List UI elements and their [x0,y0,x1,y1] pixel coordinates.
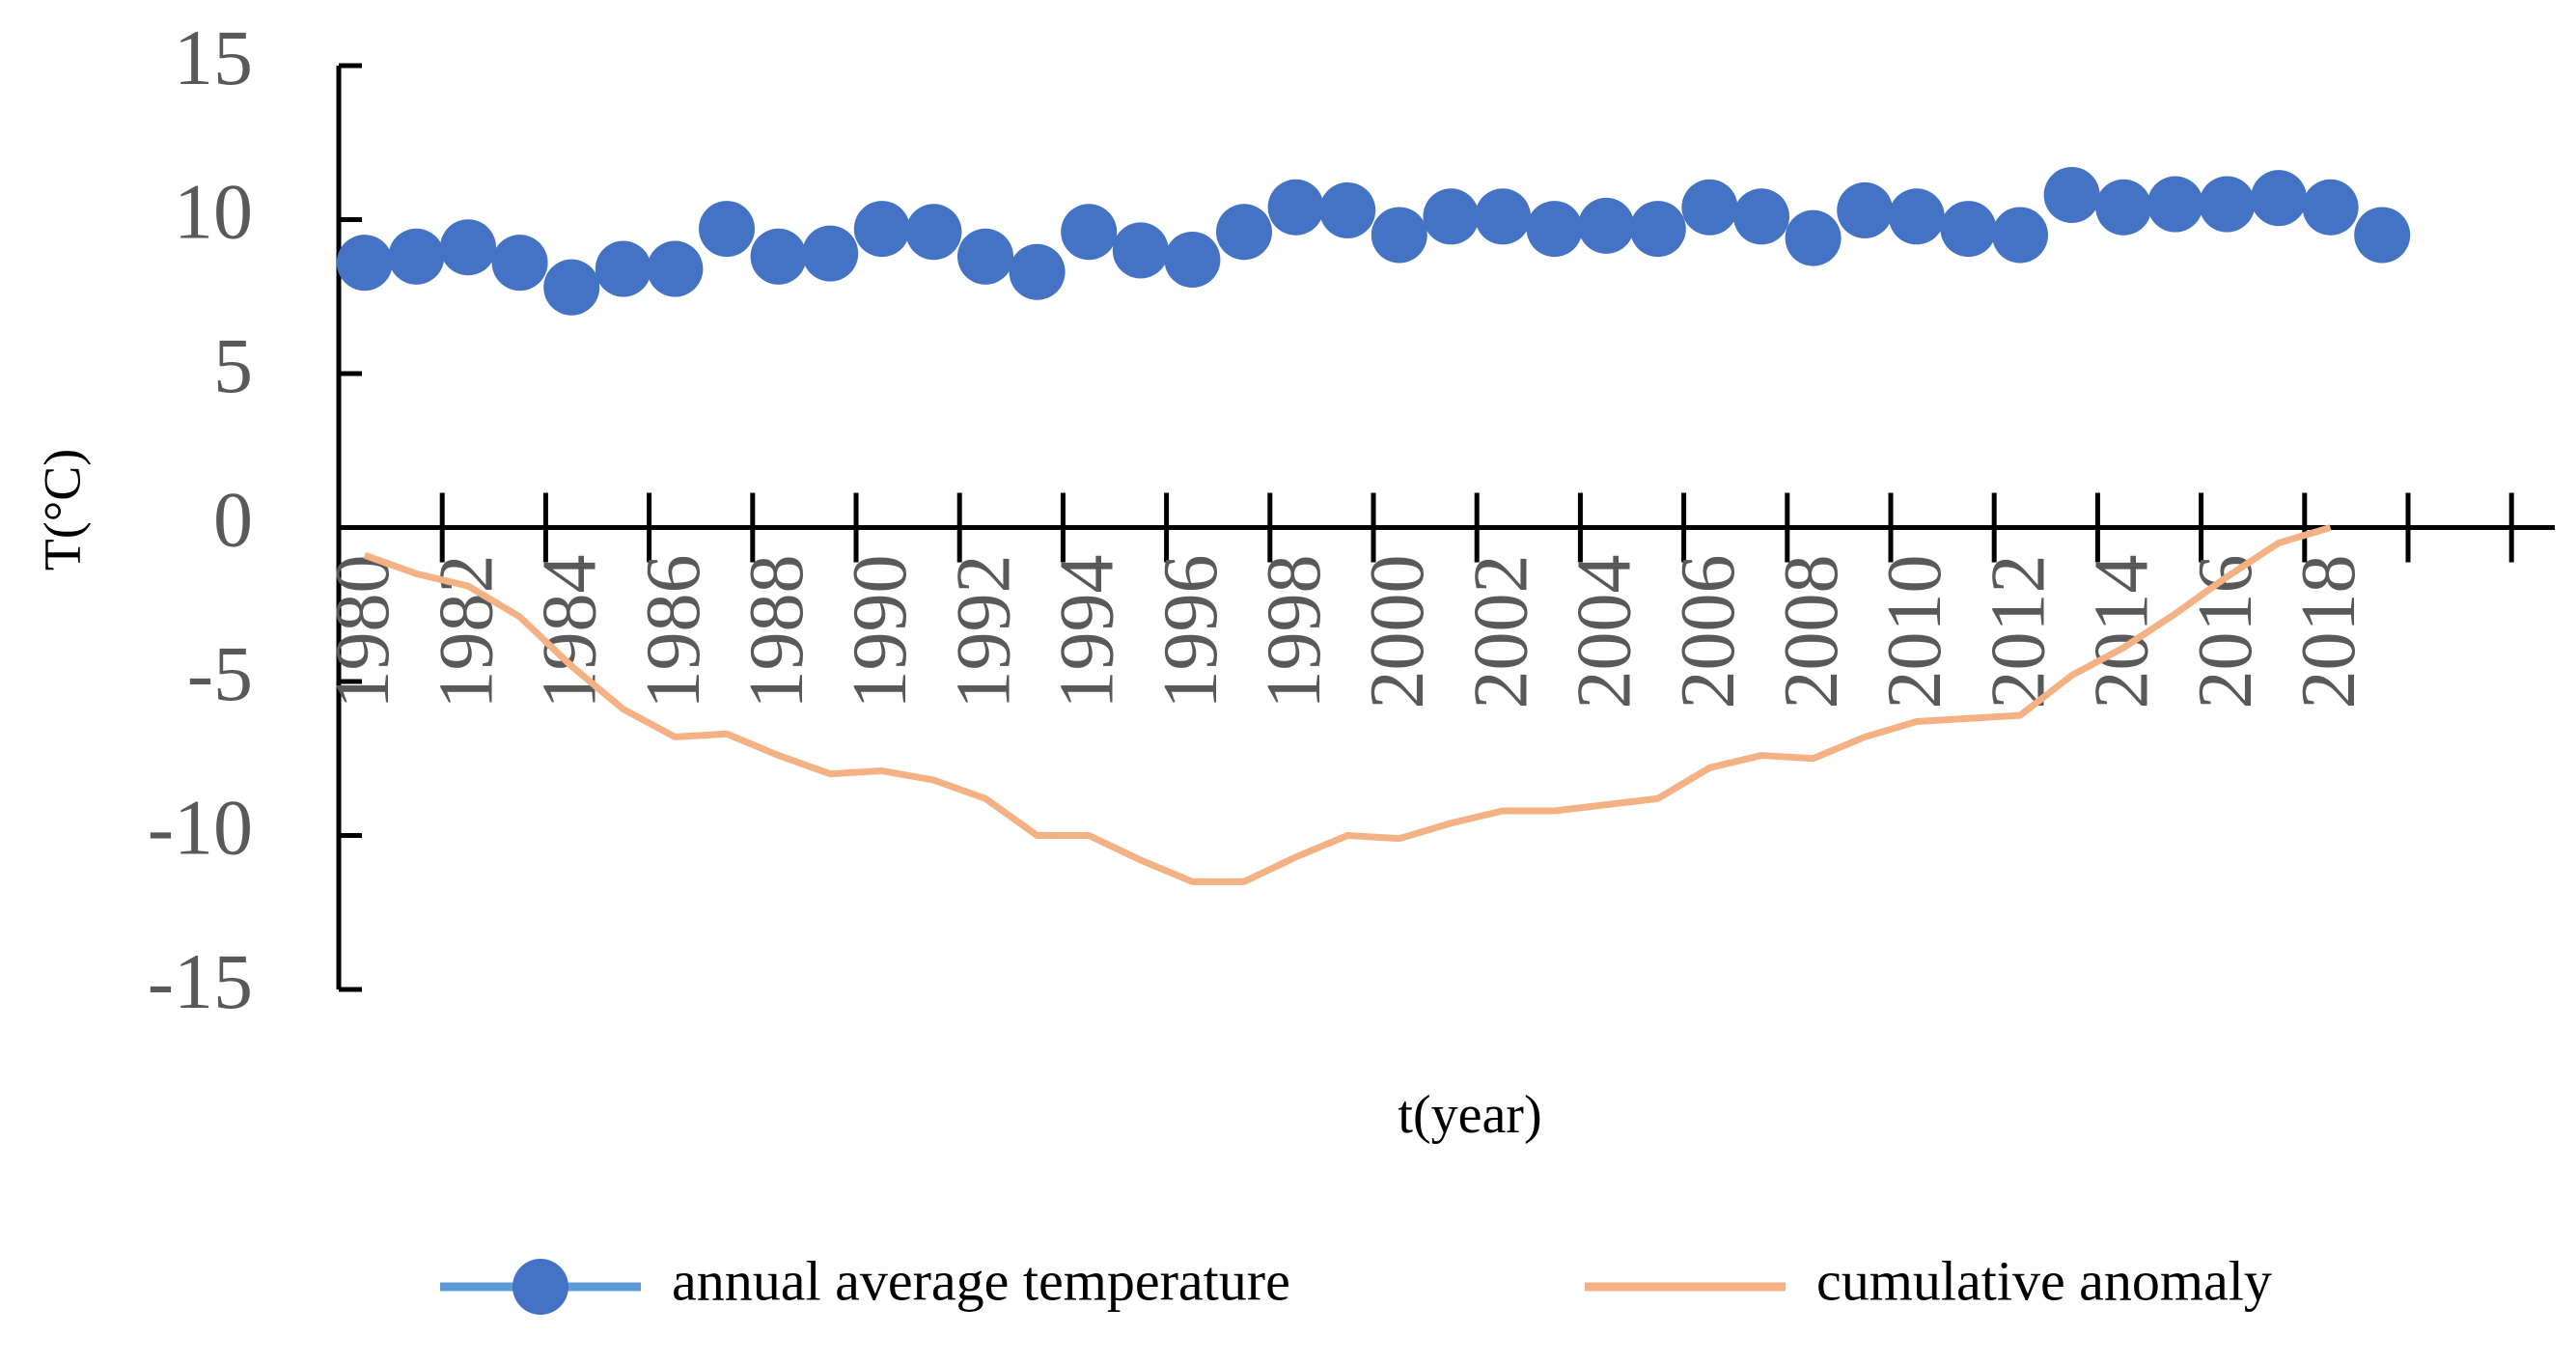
x-tick-label: 2008 [1769,555,1854,710]
marker [491,235,548,292]
marker [1992,207,2048,264]
marker [750,228,807,285]
marker [647,240,704,297]
marker [1371,207,1427,264]
legend-label: annual average temperature [672,1249,1290,1312]
marker [1940,201,1997,258]
marker [802,225,859,282]
x-tick-label: 2018 [2286,555,2371,710]
y-tick-label: -10 [148,783,253,871]
marker [1629,201,1686,258]
x-tick-label: 1980 [320,555,405,710]
marker [1112,222,1169,279]
marker [1164,231,1221,288]
marker [957,228,1013,285]
x-tick-label: 2010 [1872,555,1957,710]
x-tick-label: 2004 [1563,555,1648,710]
x-tick-label: 2012 [1976,555,2061,710]
marker [1526,201,1583,258]
marker [1837,181,1894,238]
y-tick-label: 5 [213,321,253,409]
legend-label: cumulative anomaly [1816,1249,2272,1312]
marker [336,235,393,292]
marker [440,219,496,276]
marker [1888,188,1945,245]
marker [543,259,600,316]
marker [1733,188,1789,245]
marker [595,240,651,297]
marker [699,201,755,258]
marker [388,228,445,285]
marker [1267,179,1324,236]
y-tick-label: 10 [174,167,253,255]
x-tick-label: 1996 [1149,555,1233,710]
marker [905,204,962,261]
marker [853,201,910,258]
y-tick-label: 15 [174,14,253,101]
x-tick-label: 1990 [838,555,923,710]
x-tick-label: 1988 [734,555,819,710]
x-tick-label: 1998 [1252,555,1337,710]
x-tick-label: 2006 [1666,555,1751,710]
marker [1578,197,1635,254]
marker [1475,188,1531,245]
marker [2095,179,2152,236]
x-tick-label: 2002 [1458,555,1543,710]
y-tick-label: 0 [213,475,253,563]
x-tick-label: 1984 [528,555,613,710]
marker [1681,179,1738,236]
marker [1009,243,1066,300]
marker [1785,209,1842,266]
marker [2043,166,2100,223]
y-tick-label: -15 [148,937,253,1025]
marker [1423,188,1480,245]
legend-marker [512,1259,568,1315]
x-tick-label: 1992 [941,555,1026,710]
marker [2251,170,2307,227]
y-axis-label: T(°C) [33,449,91,571]
marker [1061,204,1118,261]
marker [1319,181,1376,238]
marker [2147,176,2203,233]
series-line [363,524,2332,885]
marker [2199,176,2256,233]
x-tick-label: 2000 [1355,555,1440,710]
x-tick-label: 1986 [631,555,716,710]
marker [2302,179,2359,236]
marker [2354,207,2411,264]
x-tick-label: 1994 [1045,555,1130,710]
x-axis-label: t(year) [1398,1085,1541,1145]
y-tick-label: -5 [187,629,253,717]
marker [1216,204,1272,261]
